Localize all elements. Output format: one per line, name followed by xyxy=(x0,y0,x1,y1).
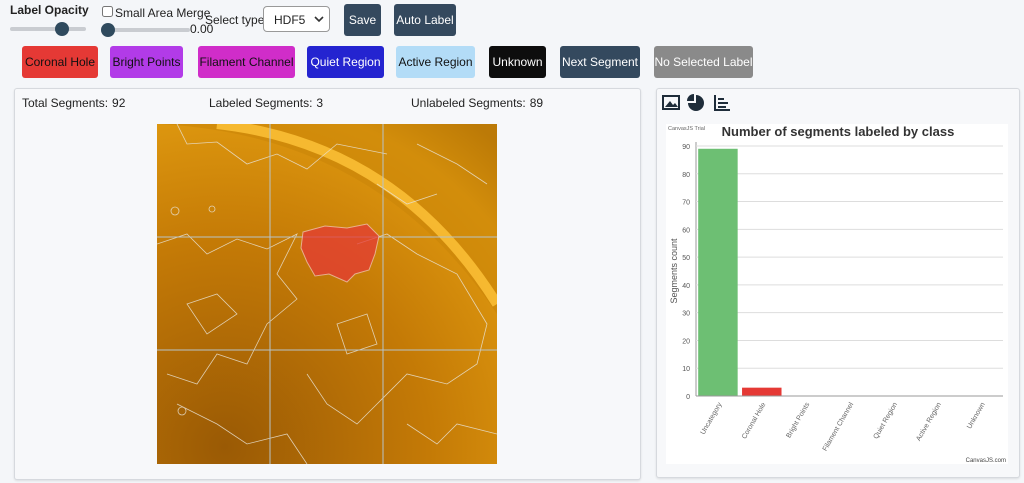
label-button[interactable]: Unknown xyxy=(489,46,546,78)
label-button[interactable]: Bright Points xyxy=(110,46,183,78)
bar-tab[interactable] xyxy=(714,95,730,111)
opacity-knob[interactable] xyxy=(55,22,69,36)
stat-label: Labeled Segments: xyxy=(209,96,313,110)
type-select[interactable]: HDF5 xyxy=(263,6,330,32)
credit: CanvasJS.com xyxy=(966,458,1006,464)
auto-label-button[interactable]: Auto Label xyxy=(394,4,456,36)
merge-slider[interactable] xyxy=(103,28,190,32)
label-button[interactable]: Next Segment xyxy=(560,46,640,78)
save-button[interactable]: Save xyxy=(344,4,381,36)
y-tick-label: 50 xyxy=(682,255,690,262)
chart: Number of segments labeled by class Canva… xyxy=(666,124,1008,464)
y-axis-title: Segments count xyxy=(669,238,679,304)
y-tick-label: 0 xyxy=(686,394,690,401)
label-button[interactable]: Coronal Hole xyxy=(22,46,98,78)
y-tick-label: 70 xyxy=(682,200,690,207)
stat-label: Total Segments: xyxy=(22,96,109,110)
opacity-slider[interactable] xyxy=(10,27,86,31)
y-tick-label: 40 xyxy=(682,283,690,290)
label-button[interactable]: No Selected Label xyxy=(654,46,753,78)
sun-image[interactable] xyxy=(157,124,497,464)
label-button[interactable]: Active Region xyxy=(396,46,475,78)
chevron xyxy=(314,16,324,23)
stat-label: Unlabeled Segments: xyxy=(411,96,526,110)
merge-checkbox[interactable] xyxy=(102,6,113,17)
bar xyxy=(742,387,782,396)
y-tick-label: 90 xyxy=(682,144,690,151)
stat: Total Segments: 92 xyxy=(22,96,125,110)
label-opacity: Label Opacity xyxy=(10,3,89,17)
image-tab[interactable] xyxy=(662,95,680,110)
stat: Unlabeled Segments: 89 xyxy=(411,96,543,110)
watermark: CanvasJS Trial xyxy=(668,126,705,132)
pie-tab[interactable] xyxy=(687,94,704,111)
merge-knob[interactable] xyxy=(101,23,115,37)
chart-title: Number of segments labeled by class xyxy=(722,124,955,139)
label-button[interactable]: Filament Channel xyxy=(198,46,295,78)
y-tick-label: 20 xyxy=(682,338,690,345)
y-tick-label: 80 xyxy=(682,172,690,179)
label-button[interactable]: Quiet Region xyxy=(307,46,384,78)
stat-value: 92 xyxy=(112,96,126,110)
stat-value: 89 xyxy=(529,96,544,110)
y-tick-label: 10 xyxy=(682,366,690,373)
chart-tabs xyxy=(662,94,730,111)
merge-label: Small Area Merge xyxy=(115,6,211,20)
y-tick-label: 30 xyxy=(682,311,690,318)
y-tick-label: 60 xyxy=(682,227,690,234)
select-value: HDF5 xyxy=(274,13,306,27)
stat: Labeled Segments: 3 xyxy=(209,96,323,110)
merge-value: 0.00 xyxy=(190,22,214,36)
bar xyxy=(698,148,738,396)
select-label: Select type: xyxy=(205,13,268,27)
stat-value: 3 xyxy=(316,96,324,110)
